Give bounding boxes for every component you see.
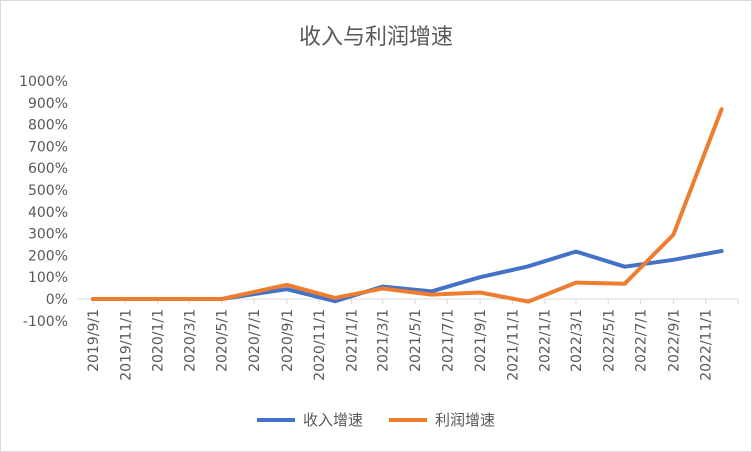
x-tick-label: 2019/11/1: [118, 309, 134, 381]
y-tick-label: 400%: [28, 205, 68, 221]
x-tick-label: 2021/5/1: [408, 309, 424, 372]
x-tick-label: 2022/11/1: [699, 309, 715, 381]
chart-title: 收入与利润增速: [298, 25, 453, 50]
y-tick-label: 900%: [28, 96, 68, 112]
legend-item-revenue: 收入增速: [256, 409, 363, 430]
legend-label-profit: 利润增速: [435, 411, 496, 429]
x-tick-label: 2022/9/1: [666, 309, 682, 372]
x-tick-label: 2022/1/1: [538, 309, 554, 372]
y-tick-label: 0%: [46, 292, 68, 308]
x-tick-label: 2021/9/1: [473, 309, 489, 372]
legend-swatch-profit: [389, 417, 427, 422]
x-tick-label: 2022/3/1: [569, 309, 585, 372]
legend-swatch-revenue: [256, 417, 295, 422]
x-tick-label: 2020/3/1: [182, 309, 198, 372]
y-tick-label: 600%: [28, 161, 68, 177]
y-tick-label: 800%: [28, 118, 68, 134]
x-tick-label: 2020/7/1: [247, 309, 263, 372]
y-tick-label: 700%: [28, 139, 68, 155]
legend-label-revenue: 收入增速: [302, 411, 363, 429]
x-tick-label: 2021/1/1: [344, 309, 360, 372]
y-tick-label: 100%: [28, 270, 68, 286]
x-tick-label: 2022/7/1: [634, 309, 650, 372]
revenue-growth-line: [91, 249, 724, 304]
x-tick-label: 2021/3/1: [376, 309, 392, 372]
x-tick-label: 2020/1/1: [151, 309, 167, 372]
y-tick-label: 500%: [28, 183, 68, 199]
x-tick-label: 2020/11/1: [312, 309, 328, 381]
x-tick-label: 2022/5/1: [601, 309, 617, 372]
y-tick-label: 1000%: [19, 74, 68, 90]
legend: 收入增速 利润增速: [1, 409, 751, 430]
x-tick-label: 2019/9/1: [86, 309, 102, 372]
x-tick-label: 2021/7/1: [440, 309, 456, 372]
legend-item-profit: 利润增速: [389, 409, 495, 430]
x-tick-label: 2021/11/1: [505, 309, 521, 381]
profit-growth-line: [91, 107, 724, 304]
x-tick-label: 2020/5/1: [215, 309, 231, 372]
y-tick-label: -100%: [23, 314, 68, 330]
y-tick-label: 300%: [28, 227, 68, 243]
x-tick-label: 2020/9/1: [280, 309, 296, 372]
y-tick-label: 200%: [28, 248, 68, 264]
